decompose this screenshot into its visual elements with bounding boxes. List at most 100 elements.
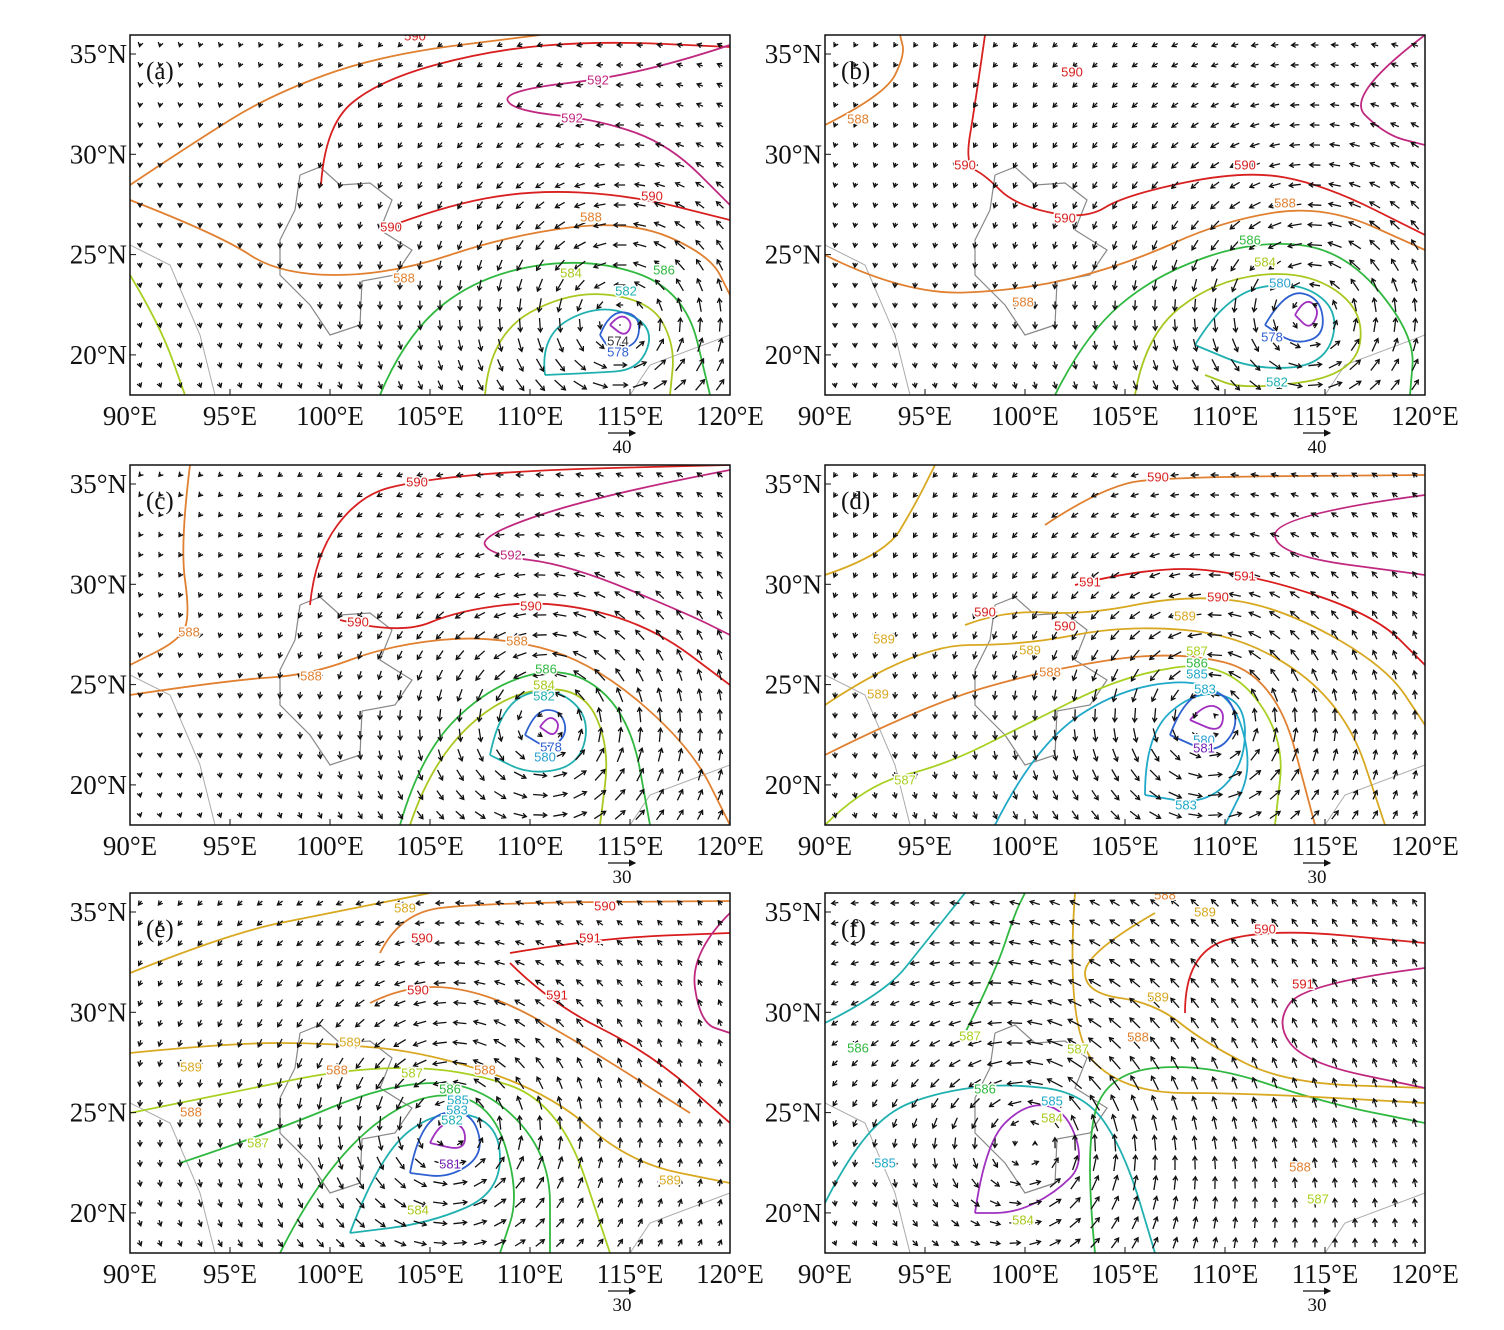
contour-label: 588	[1274, 195, 1296, 210]
y-tick-label: 35°N	[70, 469, 127, 499]
contour-label: 586	[1186, 655, 1208, 670]
contour-label: 580	[1269, 275, 1291, 290]
contour-label: 591	[579, 930, 601, 945]
contour-label: 581	[439, 1156, 461, 1171]
contour-label: 581	[1193, 740, 1215, 755]
contour-line	[1184, 931, 1425, 1014]
y-tick-label: 35°N	[70, 39, 127, 69]
contour-label: 587	[401, 1065, 423, 1080]
reference-vector-label: 30	[613, 1295, 632, 1316]
contour-label: 590	[1147, 469, 1169, 484]
contour-line	[339, 602, 730, 686]
wind-vectors	[136, 471, 724, 821]
x-tick-label: 100°E	[296, 1259, 364, 1289]
contour-label: 590	[1254, 921, 1276, 936]
contour-line	[1194, 284, 1336, 369]
contour-line	[279, 1094, 515, 1253]
province-boundary	[974, 166, 1108, 336]
x-tick-label: 90°E	[103, 1259, 157, 1289]
map-area: 590 588 590 590 590 588 586 588 584 580 582 578	[825, 35, 1425, 395]
coastline	[825, 244, 1425, 395]
contour-line	[369, 986, 691, 1114]
contour-label: 590	[1054, 210, 1076, 225]
contour-label: 584	[560, 265, 582, 280]
contour-line	[524, 709, 567, 747]
contour-label: 583	[1175, 797, 1197, 812]
contour-label: 578	[540, 739, 562, 754]
wind-vectors	[830, 898, 1418, 1249]
contour-label: 589	[180, 1059, 202, 1074]
contour-label: 588	[1154, 887, 1176, 902]
contour-line	[506, 44, 730, 206]
y-tick-label: 30°N	[765, 139, 822, 169]
contour-label: 590	[347, 614, 369, 629]
x-tick-label: 110°E	[497, 401, 564, 431]
contour-label: 592	[587, 72, 609, 87]
coastline	[825, 1102, 1425, 1253]
y-tick-label: 20°N	[70, 770, 127, 800]
contour-line	[309, 465, 730, 606]
contour-line	[539, 717, 559, 735]
contour-line	[967, 35, 1425, 236]
coastline	[130, 244, 730, 395]
contour-label: 589	[1147, 989, 1169, 1004]
province-boundary	[974, 596, 1108, 766]
map-panel: 590 588 590 590 590 588 586 588 584 580 582 578 (b) 9…	[765, 34, 1459, 458]
contour-label: 586	[847, 1040, 869, 1055]
panel-label: (e)	[146, 916, 174, 943]
panel-label: (c)	[146, 488, 174, 515]
x-tick-label: 115°E	[1292, 401, 1359, 431]
x-tick-label: 115°E	[597, 831, 664, 861]
y-tick-label: 20°N	[70, 1198, 127, 1228]
x-tick-label: 110°E	[1192, 1259, 1259, 1289]
x-tick-label: 95°E	[898, 1259, 952, 1289]
y-tick-label: 25°N	[70, 1098, 127, 1128]
contour-label: 590	[954, 157, 976, 172]
contour-line	[1360, 35, 1425, 146]
contour-line	[1074, 568, 1425, 666]
x-tick-label: 110°E	[497, 1259, 564, 1289]
contour-line	[483, 469, 730, 636]
y-tick-label: 30°N	[765, 569, 822, 599]
contour-line	[320, 41, 730, 186]
panel-label: (f)	[841, 916, 866, 943]
contour-label: 587	[894, 772, 916, 787]
coastline	[130, 674, 730, 825]
map-panel: 588 589 590 591 589 587 587 588 586 586 585 584 585 5…	[765, 887, 1459, 1316]
x-tick-label: 100°E	[991, 401, 1059, 431]
contour-label: 589	[873, 631, 895, 646]
contour-line	[825, 35, 904, 126]
x-tick-label: 110°E	[1192, 401, 1259, 431]
y-tick-label: 30°N	[70, 569, 127, 599]
contour-label: 589	[867, 686, 889, 701]
x-tick-label: 100°E	[296, 831, 364, 861]
contour-line	[1274, 494, 1425, 576]
contour-line	[994, 681, 1249, 825]
contour-line	[1169, 691, 1237, 750]
x-tick-label: 90°E	[798, 401, 852, 431]
contour-label: 590	[520, 598, 542, 613]
province-boundary	[279, 1024, 413, 1194]
contour-label: 574	[607, 333, 629, 348]
reference-vector-label: 30	[1308, 1295, 1327, 1316]
contour-line	[130, 199, 730, 296]
panel-label: (b)	[841, 58, 870, 85]
contour-label: 588	[847, 111, 869, 126]
wind-vectors	[136, 41, 725, 392]
contour-line	[609, 315, 632, 335]
contour-label: 587	[1067, 1041, 1089, 1056]
contour-label: 590	[594, 898, 616, 913]
contour-label: 591	[1292, 976, 1314, 991]
contour-label: 584	[1254, 254, 1276, 269]
contour-label: 589	[1174, 608, 1196, 623]
contour-label: 587	[1307, 1191, 1329, 1206]
contour-label: 588	[300, 668, 322, 683]
panel-label: (d)	[841, 488, 870, 515]
x-tick-label: 115°E	[1292, 831, 1359, 861]
contour-line	[130, 1067, 611, 1253]
contour-line	[825, 1084, 1156, 1253]
